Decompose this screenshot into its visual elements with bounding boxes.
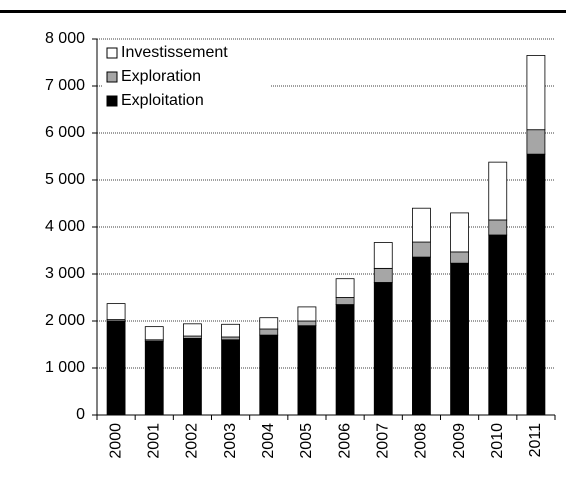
y-tick-label: 7 000 [45, 77, 85, 94]
bar-segment [183, 337, 202, 416]
bar-segment [335, 297, 355, 305]
x-tick-label: 2003 [222, 423, 239, 459]
bar-segment [488, 234, 508, 416]
y-tick-label: 1 000 [45, 359, 85, 376]
bar-segment [335, 304, 355, 416]
bar-segment [259, 328, 279, 336]
y-tick-label: 0 [76, 406, 85, 423]
bar-segment [144, 340, 164, 416]
bar-segment [106, 303, 126, 320]
legend-swatch [106, 95, 118, 107]
legend-swatch [106, 71, 118, 83]
bar-segment [450, 251, 469, 264]
legend-background [102, 42, 270, 132]
y-tick-label: 5 000 [45, 171, 85, 188]
bar-segment [526, 153, 546, 416]
x-tick-label: 2010 [489, 423, 506, 459]
top-rule [0, 10, 566, 13]
x-tick-label: 2002 [184, 423, 201, 459]
bar-segment [221, 323, 240, 338]
bar-segment [297, 320, 317, 327]
x-tick-label: 2000 [107, 423, 124, 459]
bar-segment [335, 278, 355, 298]
bar-segment [373, 242, 393, 269]
bar-segment [144, 326, 164, 341]
legend-label: Exploitation [121, 92, 204, 109]
x-tick-label: 2008 [413, 423, 430, 459]
bar-segment [488, 219, 508, 236]
x-tick-label: 2007 [374, 423, 391, 459]
x-tick-label: 2001 [145, 423, 162, 459]
y-tick-label: 8 000 [45, 30, 85, 47]
bar-segment [412, 207, 431, 243]
bar-segment [412, 256, 431, 416]
bar-segment [106, 320, 126, 416]
y-tick-label: 2 000 [45, 312, 85, 329]
legend-swatch [106, 47, 118, 59]
bar-segment [450, 212, 469, 253]
x-tick-label: 2004 [260, 423, 277, 459]
bar-segment [221, 339, 240, 416]
bar-segment [221, 336, 240, 341]
y-tick-label: 6 000 [45, 124, 85, 141]
bar-segment [412, 241, 431, 258]
bar-segment [297, 325, 317, 416]
legend: Investissement Exploration Exploitation [102, 42, 270, 132]
y-tick-label: 4 000 [45, 218, 85, 235]
y-tick-label: 3 000 [45, 265, 85, 282]
bar-segment [526, 55, 546, 131]
bar-segment [450, 262, 469, 416]
bar-segment [297, 306, 317, 322]
bar-segment [259, 317, 279, 330]
x-tick-label: 2011 [527, 423, 544, 458]
x-tick-label: 2005 [298, 423, 315, 459]
legend-label: Exploration [121, 68, 201, 85]
bar-segment [488, 161, 508, 221]
legend-label: Investissement [121, 44, 228, 61]
bar-segment [373, 282, 393, 416]
x-tick-label: 2006 [336, 423, 353, 459]
bar-segment [373, 267, 393, 283]
x-tick-label: 2009 [451, 423, 468, 459]
bar-segment [259, 334, 279, 416]
bar-segment [526, 129, 546, 155]
bar-segment [183, 323, 202, 337]
